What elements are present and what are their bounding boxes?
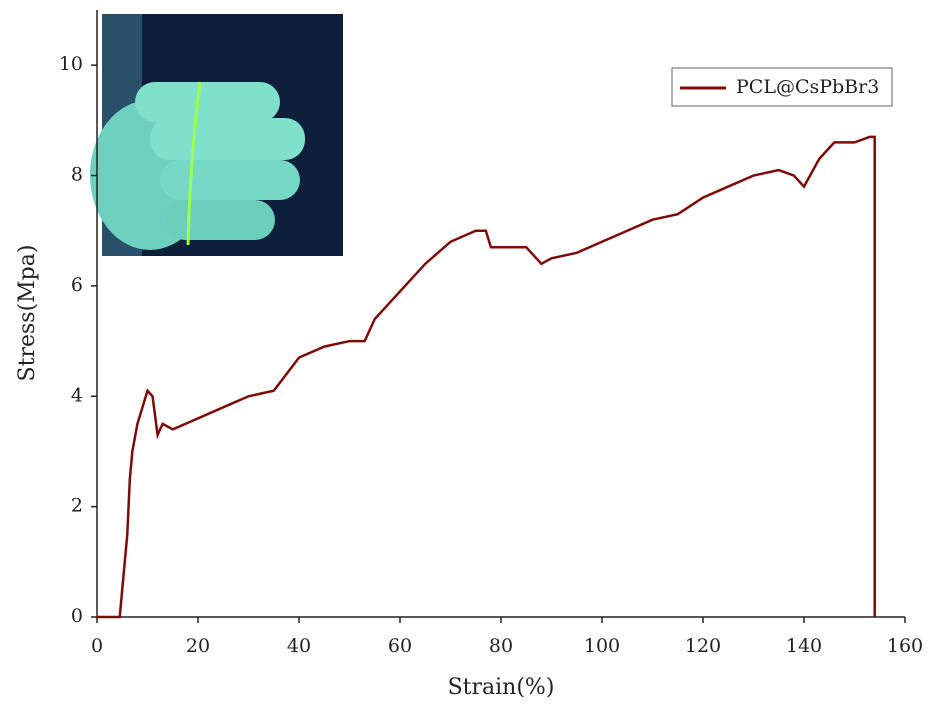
inset-photo	[90, 14, 343, 256]
legend	[671, 67, 893, 107]
y-tick-label: 2	[71, 495, 83, 517]
legend-label: PCL@CsPbBr3	[736, 76, 879, 98]
x-tick-label: 160	[887, 635, 923, 657]
x-axis-label: Strain(%)	[448, 675, 555, 700]
data-line	[97, 135, 876, 619]
x-tick-label: 20	[186, 635, 210, 657]
x-tick-label: 0	[91, 635, 103, 657]
x-tick-label: 40	[287, 635, 311, 657]
x-tick-label: 100	[584, 635, 620, 657]
x-tick-label: 140	[786, 635, 822, 657]
y-tick-label: 10	[59, 53, 83, 75]
y-tick-label: 6	[71, 274, 83, 296]
y-axis-label: Stress(Mpa)	[15, 245, 40, 382]
x-tick-label: 60	[388, 635, 412, 657]
x-tick-label: 80	[489, 635, 513, 657]
y-tick-label: 4	[71, 384, 83, 406]
y-tick-label: 8	[71, 164, 83, 186]
y-tick-label: 0	[71, 605, 83, 627]
legend-box	[671, 67, 893, 107]
x-tick-label: 120	[685, 635, 721, 657]
